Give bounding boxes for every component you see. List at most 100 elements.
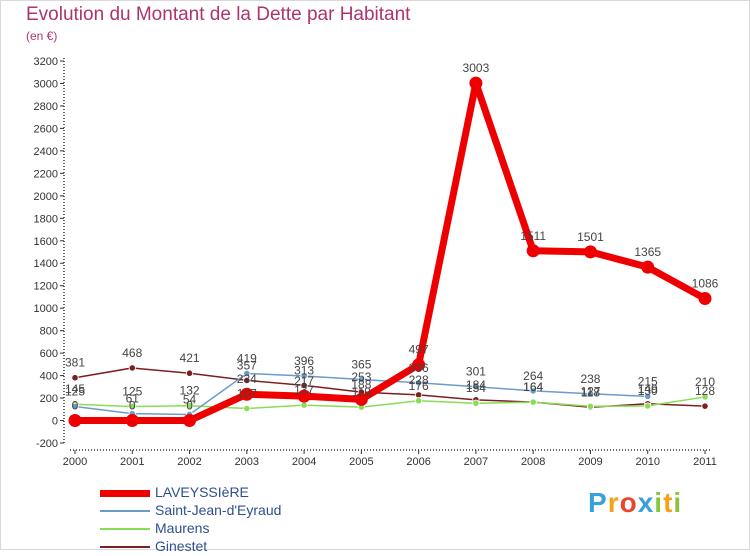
data-label: 3003 bbox=[463, 61, 490, 75]
data-point bbox=[415, 397, 423, 405]
y-tick-label: 2400 bbox=[34, 146, 58, 158]
logo-letter: o bbox=[619, 487, 638, 518]
x-tick-label: 2006 bbox=[406, 456, 430, 468]
x-tick-label: 2009 bbox=[578, 456, 602, 468]
logo-letter: r bbox=[607, 487, 620, 518]
data-label: 419 bbox=[237, 351, 257, 365]
data-label: 1511 bbox=[520, 229, 546, 243]
data-label: 130 bbox=[638, 384, 658, 398]
data-point bbox=[641, 260, 655, 274]
data-label: 149 bbox=[638, 382, 658, 396]
series-maurens bbox=[71, 393, 709, 413]
data-point bbox=[240, 387, 254, 401]
y-tick-label: 2200 bbox=[34, 168, 58, 180]
legend-swatch bbox=[100, 489, 150, 497]
data-label: 0 bbox=[186, 399, 193, 413]
data-label: 381 bbox=[65, 356, 85, 370]
data-label: 301 bbox=[466, 365, 486, 379]
data-point bbox=[357, 375, 365, 384]
y-tick-label: 800 bbox=[40, 326, 58, 338]
x-tick-label: 2011 bbox=[693, 456, 717, 468]
data-point bbox=[297, 389, 311, 403]
legend-swatch bbox=[100, 546, 150, 548]
x-tick-label: 2001 bbox=[120, 456, 144, 468]
data-label: 497 bbox=[409, 343, 429, 357]
series-line bbox=[71, 79, 709, 425]
data-point bbox=[529, 398, 537, 406]
data-label: 125 bbox=[65, 384, 85, 398]
series-line bbox=[74, 367, 706, 409]
data-label: 0 bbox=[129, 399, 136, 413]
x-tick-label: 2007 bbox=[464, 456, 488, 468]
y-tick-label: 2800 bbox=[34, 101, 58, 113]
data-label: 210 bbox=[695, 375, 715, 389]
series-line bbox=[74, 396, 706, 410]
data-label: 118 bbox=[581, 385, 600, 399]
data-point bbox=[243, 404, 251, 413]
data-point bbox=[300, 381, 308, 389]
legend-label: Ginestet bbox=[155, 538, 208, 554]
data-point bbox=[701, 393, 709, 401]
y-tick-label: -200 bbox=[36, 438, 58, 450]
logo-letter: t bbox=[663, 487, 674, 518]
data-label: 396 bbox=[294, 354, 314, 368]
data-label: 188 bbox=[351, 377, 371, 391]
data-point bbox=[183, 414, 197, 428]
data-label: 228 bbox=[409, 373, 429, 387]
logo-letter: x bbox=[637, 487, 655, 518]
y-tick-label: 1000 bbox=[34, 303, 58, 315]
data-point bbox=[300, 372, 308, 380]
data-point bbox=[644, 402, 652, 410]
data-label: 313 bbox=[294, 363, 314, 377]
data-point bbox=[472, 399, 480, 407]
data-point bbox=[586, 402, 595, 410]
x-tick-label: 2000 bbox=[63, 456, 87, 468]
data-label: 132 bbox=[180, 384, 200, 398]
data-label: 468 bbox=[122, 346, 142, 360]
data-label: 164 bbox=[523, 380, 543, 394]
data-point bbox=[71, 374, 79, 382]
data-point bbox=[586, 390, 595, 398]
x-tick-label: 2008 bbox=[521, 456, 545, 468]
data-label: 0 bbox=[72, 399, 79, 413]
line-chart: -200020040060080010001200140016001800200… bbox=[34, 56, 719, 468]
data-label: 145 bbox=[65, 382, 85, 396]
legend-label: Maurens bbox=[155, 520, 210, 536]
data-label: 54 bbox=[183, 392, 197, 406]
y-tick-label: 600 bbox=[40, 348, 58, 360]
x-tick-label: 2002 bbox=[177, 456, 201, 468]
data-point bbox=[583, 245, 597, 259]
data-point bbox=[698, 292, 712, 306]
data-point bbox=[472, 383, 480, 391]
data-point bbox=[415, 379, 423, 387]
data-label: 125 bbox=[122, 384, 142, 398]
logo-letter: i bbox=[673, 487, 683, 518]
x-tick-label: 2004 bbox=[292, 456, 316, 468]
data-point bbox=[526, 244, 540, 258]
y-tick-label: 3000 bbox=[34, 78, 58, 90]
data-label: 365 bbox=[351, 358, 371, 372]
data-label: 421 bbox=[180, 351, 200, 365]
y-tick-label: 0 bbox=[52, 416, 58, 428]
data-point bbox=[125, 414, 139, 428]
data-point bbox=[185, 402, 194, 410]
y-tick-label: 1200 bbox=[34, 281, 58, 293]
data-label: 137 bbox=[294, 383, 314, 397]
x-tick-label: 2003 bbox=[235, 456, 259, 468]
data-label: 217 bbox=[294, 374, 314, 388]
legend-label: Saint-Jean-d'Eyraud bbox=[155, 502, 282, 518]
y-tick-label: 200 bbox=[40, 393, 58, 405]
logo-letter: i bbox=[654, 487, 664, 518]
data-label: 234 bbox=[237, 372, 257, 386]
data-label: 1365 bbox=[634, 245, 661, 259]
data-point bbox=[469, 76, 483, 90]
proxiti-logo: Proxiti bbox=[588, 487, 682, 519]
x-tick-label: 2005 bbox=[349, 456, 373, 468]
data-point bbox=[529, 387, 537, 395]
data-label: 215 bbox=[638, 374, 658, 388]
legend-label: LAVEYSSIèRE bbox=[155, 484, 249, 500]
y-tick-label: 1600 bbox=[34, 236, 58, 248]
x-tick-label: 2010 bbox=[635, 456, 659, 468]
data-label: 61 bbox=[126, 392, 140, 406]
